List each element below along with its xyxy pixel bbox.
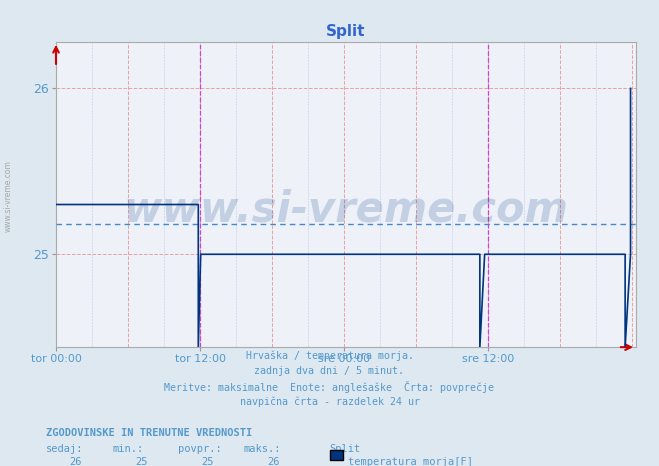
Text: 26: 26 <box>268 457 279 466</box>
Text: 26: 26 <box>70 457 82 466</box>
Text: min.:: min.: <box>112 444 143 454</box>
Text: www.si-vreme.com: www.si-vreme.com <box>3 160 13 232</box>
Text: 25: 25 <box>202 457 214 466</box>
Text: Split: Split <box>330 444 360 454</box>
Text: www.si-vreme.com: www.si-vreme.com <box>123 189 569 231</box>
Text: ZGODOVINSKE IN TRENUTNE VREDNOSTI: ZGODOVINSKE IN TRENUTNE VREDNOSTI <box>46 428 252 438</box>
Text: povpr.:: povpr.: <box>178 444 221 454</box>
Text: 25: 25 <box>136 457 148 466</box>
Text: navpična črta - razdelek 24 ur: navpična črta - razdelek 24 ur <box>239 397 420 407</box>
Text: maks.:: maks.: <box>244 444 281 454</box>
Text: Hrvaška / temperatura morja.: Hrvaška / temperatura morja. <box>246 350 413 361</box>
Text: temperatura morja[F]: temperatura morja[F] <box>348 457 473 466</box>
Title: Split: Split <box>326 24 366 40</box>
Text: zadnja dva dni / 5 minut.: zadnja dva dni / 5 minut. <box>254 366 405 376</box>
Text: sedaj:: sedaj: <box>46 444 84 454</box>
Text: Meritve: maksimalne  Enote: anglešaške  Črta: povprečje: Meritve: maksimalne Enote: anglešaške Čr… <box>165 381 494 393</box>
